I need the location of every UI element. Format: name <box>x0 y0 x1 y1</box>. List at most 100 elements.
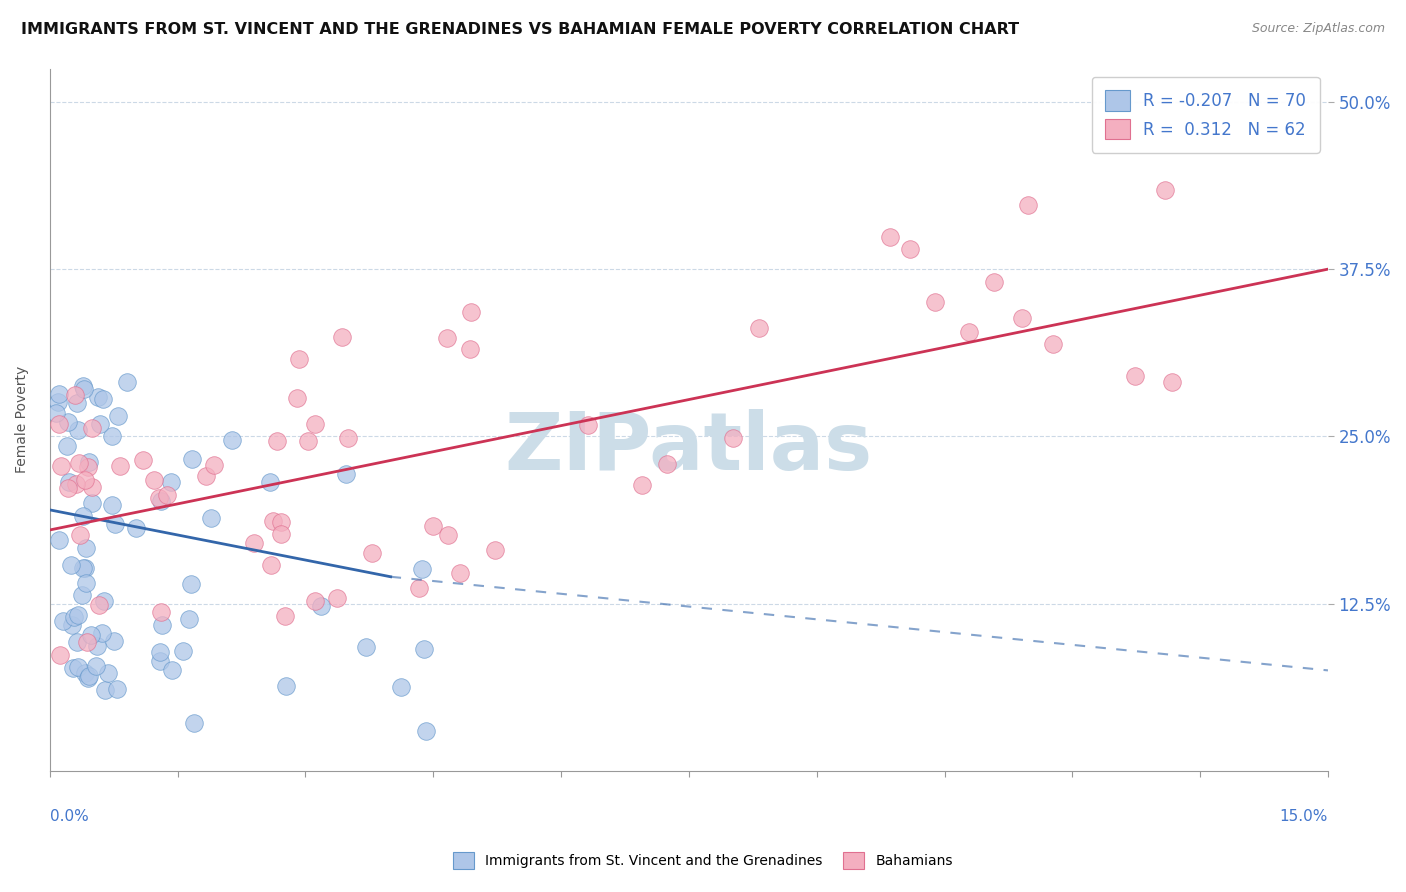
Point <box>657 457 679 471</box>
Point <box>449 566 471 581</box>
Point <box>389 680 412 694</box>
Point <box>200 510 222 524</box>
Point <box>62 661 84 675</box>
Point <box>259 475 281 489</box>
Point <box>436 528 458 542</box>
Point <box>270 527 292 541</box>
Point <box>73 473 96 487</box>
Point <box>180 577 202 591</box>
Point <box>101 428 124 442</box>
Point <box>1123 368 1146 383</box>
Point <box>73 561 96 575</box>
Point <box>86 639 108 653</box>
Point <box>97 665 120 680</box>
Point <box>1011 310 1033 325</box>
Point <box>458 342 481 356</box>
Point <box>94 682 117 697</box>
Point <box>56 415 79 429</box>
Point <box>49 459 72 474</box>
Point <box>436 330 458 344</box>
Point <box>63 609 86 624</box>
Point <box>330 330 353 344</box>
Point <box>67 457 90 471</box>
Point <box>103 634 125 648</box>
Point <box>65 477 87 491</box>
Point <box>89 417 111 432</box>
Point <box>77 669 100 683</box>
Point <box>72 509 94 524</box>
Point <box>82 495 104 509</box>
Point <box>270 515 292 529</box>
Point <box>91 625 114 640</box>
Text: 0.0%: 0.0% <box>49 809 89 824</box>
Point <box>274 679 297 693</box>
Point <box>411 561 433 575</box>
Point <box>70 588 93 602</box>
Point <box>412 641 434 656</box>
Point <box>67 608 90 623</box>
Point <box>266 434 288 448</box>
Point <box>287 351 309 366</box>
Point <box>221 433 243 447</box>
Point <box>46 395 69 409</box>
Point <box>415 723 437 738</box>
Point <box>160 663 183 677</box>
Point <box>87 598 110 612</box>
Point <box>48 533 70 547</box>
Point <box>354 640 377 654</box>
Point <box>150 605 173 619</box>
Point <box>66 396 89 410</box>
Point <box>60 558 83 572</box>
Point <box>91 392 114 406</box>
Point <box>924 295 946 310</box>
Point <box>879 230 901 244</box>
Point <box>149 645 172 659</box>
Point <box>48 417 70 431</box>
Point <box>336 431 359 445</box>
Text: Source: ZipAtlas.com: Source: ZipAtlas.com <box>1251 22 1385 36</box>
Point <box>898 242 921 256</box>
Point <box>76 671 98 685</box>
Point <box>1042 337 1064 351</box>
Point <box>194 468 217 483</box>
Point <box>408 581 430 595</box>
Point <box>77 455 100 469</box>
Point <box>73 382 96 396</box>
Point <box>66 635 89 649</box>
Point <box>48 387 70 401</box>
Point <box>75 665 97 680</box>
Point <box>80 480 103 494</box>
Point <box>335 467 357 481</box>
Point <box>56 482 79 496</box>
Point <box>58 475 80 490</box>
Point <box>148 491 170 505</box>
Point <box>93 594 115 608</box>
Legend: R = -0.207   N = 70, R =  0.312   N = 62: R = -0.207 N = 70, R = 0.312 N = 62 <box>1091 77 1320 153</box>
Point <box>957 325 980 339</box>
Text: IMMIGRANTS FROM ST. VINCENT AND THE GRENADINES VS BAHAMIAN FEMALE POVERTY CORREL: IMMIGRANTS FROM ST. VINCENT AND THE GREN… <box>21 22 1019 37</box>
Legend: Immigrants from St. Vincent and the Grenadines, Bahamians: Immigrants from St. Vincent and the Gren… <box>446 846 960 876</box>
Point <box>160 475 183 489</box>
Point <box>576 418 599 433</box>
Point <box>142 473 165 487</box>
Point <box>243 535 266 549</box>
Point <box>179 612 201 626</box>
Point <box>76 635 98 649</box>
Point <box>304 417 326 432</box>
Point <box>983 275 1005 289</box>
Point <box>66 423 89 437</box>
Point <box>150 493 173 508</box>
Point <box>150 618 173 632</box>
Point <box>63 388 86 402</box>
Point <box>748 321 770 335</box>
Point <box>180 452 202 467</box>
Point <box>105 682 128 697</box>
Point <box>107 409 129 423</box>
Point <box>1160 375 1182 389</box>
Point <box>86 390 108 404</box>
Point <box>75 575 97 590</box>
Point <box>361 546 384 560</box>
Point <box>309 599 332 613</box>
Point <box>56 439 79 453</box>
Point <box>84 658 107 673</box>
